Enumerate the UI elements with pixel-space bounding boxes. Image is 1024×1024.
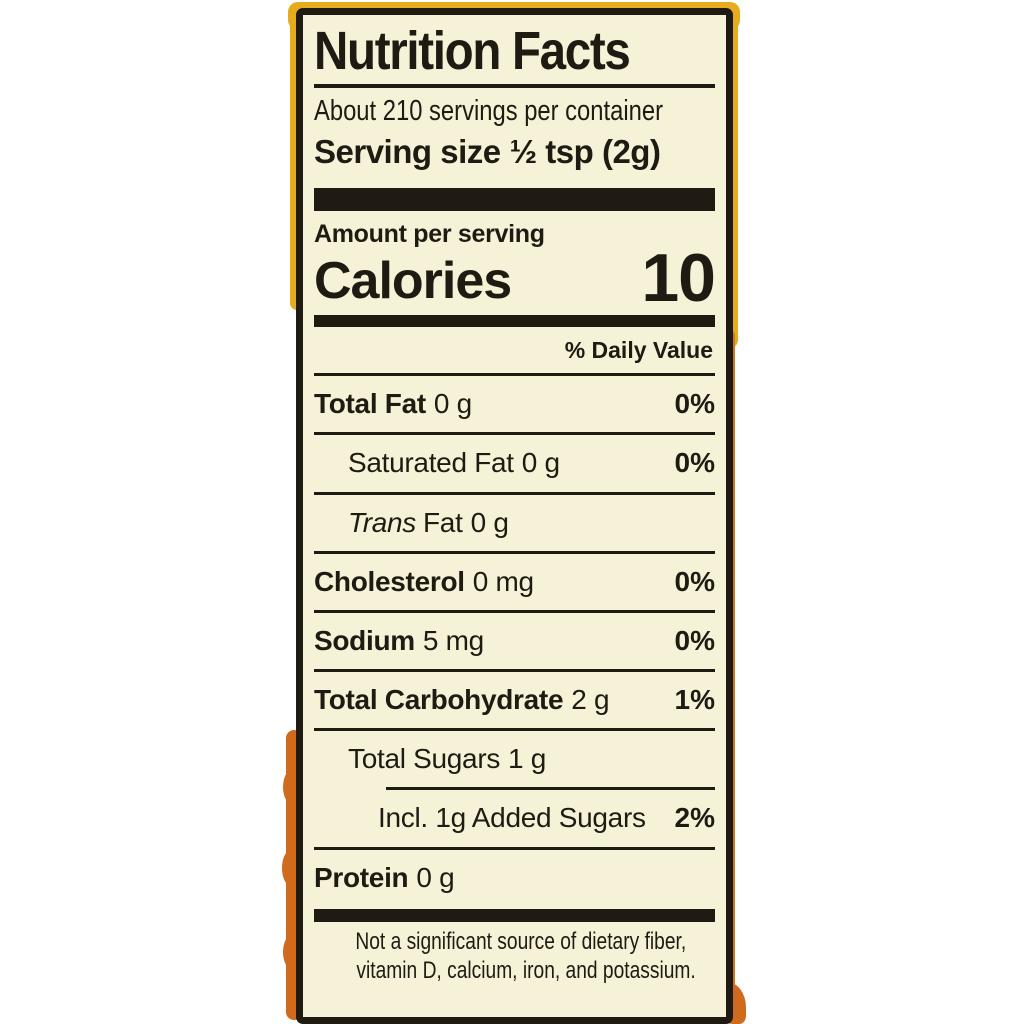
nutrient-dv: 0%: [674, 565, 715, 597]
footnote: Not a significant source of dietary fibe…: [314, 928, 715, 986]
divider-medium: [314, 315, 715, 328]
servings-per-container: About 210 servings per container: [314, 94, 663, 127]
nutrient-row-saturated-fat: Saturated Fat 0 g 0%: [314, 432, 715, 491]
divider-partial: [386, 787, 715, 791]
divider-thick: [314, 188, 715, 212]
nutrient-row-trans-fat: Trans Fat 0 g: [314, 491, 715, 551]
amount-per-serving: Amount per serving: [314, 220, 545, 249]
nutrient-amount: 1 g: [508, 743, 547, 775]
nutrient-dv: 0%: [674, 447, 715, 479]
label-title: Nutrition Facts: [314, 21, 631, 81]
nutrient-row-total-sugars: Total Sugars 1 g: [314, 728, 715, 787]
nutrient-name: Total Fat: [314, 388, 426, 420]
nutrition-label: Nutrition Facts About 210 servings per c…: [296, 8, 733, 1024]
nutrient-name: Fat: [423, 506, 463, 538]
nutrient-row-cholesterol: Cholesterol 0 mg 0%: [314, 550, 715, 610]
label-title-block: Nutrition Facts: [314, 23, 715, 88]
divider-footer: [314, 908, 715, 922]
nutrient-amount: 0 g: [470, 506, 509, 538]
nutrient-row-total-carbohydrate: Total Carbohydrate 2 g 1%: [314, 669, 715, 728]
nutrient-dv: 0%: [674, 388, 715, 420]
nutrient-row-sodium: Sodium 5 mg 0%: [314, 609, 715, 669]
serving-size-value: ½ tsp (2g): [509, 133, 661, 171]
serving-size-label: Serving size: [314, 133, 501, 171]
nutrient-row-protein: Protein 0 g: [314, 846, 715, 906]
nutrient-name: Cholesterol: [314, 565, 465, 597]
package-edge-orange-blob: [282, 850, 300, 886]
nutrient-name: Protein: [314, 861, 409, 893]
nutrient-name: Incl. 1g Added Sugars: [378, 802, 646, 834]
nutrient-dv: 0%: [674, 624, 715, 656]
footnote-line-1: Not a significant source of dietary fibe…: [355, 927, 687, 955]
nutrient-amount: 5 mg: [422, 624, 484, 656]
nutrient-name: Total Carbohydrate: [314, 684, 564, 716]
nutrient-name: Sodium: [314, 624, 415, 656]
nutrient-amount: 0 g: [433, 388, 472, 420]
nutrient-row-total-fat: Total Fat 0 g 0%: [314, 376, 715, 432]
nutrient-row-added-sugars: Incl. 1g Added Sugars 2%: [314, 790, 715, 846]
serving-size: Serving size ½ tsp (2g): [314, 131, 715, 174]
calories-row: Calories 10: [314, 240, 716, 317]
footnote-line-2: vitamin D, calcium, iron, and potassium.: [356, 956, 696, 984]
calories-value: 10: [641, 240, 716, 317]
nutrient-amount: 2 g: [571, 684, 610, 716]
nutrient-dv: 2%: [674, 802, 715, 834]
daily-value-header: % Daily Value: [314, 327, 715, 377]
nutrient-amount: 0 g: [416, 861, 455, 893]
calories-label: Calories: [314, 252, 512, 311]
nutrient-name-italic: Trans: [348, 506, 416, 538]
nutrient-amount: 0 g: [521, 447, 560, 479]
nutrient-name: Saturated Fat: [348, 447, 514, 479]
nutrient-name: Total Sugars: [348, 743, 501, 775]
nutrient-dv: 1%: [674, 684, 715, 716]
nutrient-amount: 0 mg: [472, 565, 534, 597]
